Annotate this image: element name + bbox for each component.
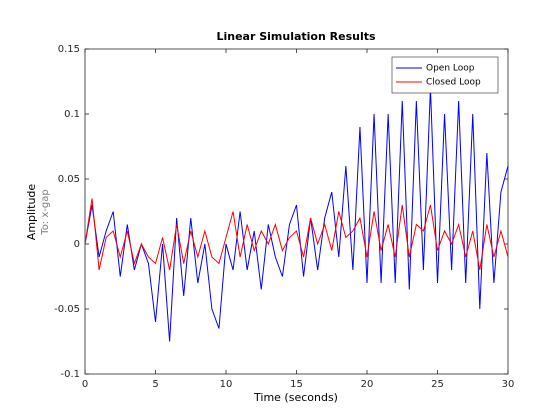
- plot-area: [84, 48, 509, 375]
- series-line: [84, 87, 509, 342]
- series-line: [84, 198, 509, 271]
- x-tick-label: 25: [431, 379, 444, 390]
- y-tick-label: -0.05: [54, 304, 80, 315]
- legend-label: Open Loop: [426, 64, 475, 74]
- y-tick-label: 0.05: [58, 174, 80, 185]
- x-tick-label: 10: [220, 379, 233, 390]
- y-tick-label: 0.1: [64, 109, 80, 120]
- output-label: To: x-gap: [40, 189, 51, 235]
- legend-label: Closed Loop: [426, 78, 481, 88]
- x-tick-label: 5: [152, 379, 158, 390]
- x-tick-label: 0: [82, 379, 88, 390]
- y-tick-label: -0.1: [60, 369, 80, 380]
- y-tick-label: 0.15: [58, 44, 80, 55]
- chart-title: Linear Simulation Results: [216, 30, 376, 43]
- x-axis-label: Time (seconds): [253, 391, 338, 404]
- y-axis-label: Amplitude: [25, 184, 38, 241]
- x-tick-label: 15: [290, 379, 303, 390]
- y-tick-label: 0: [74, 239, 80, 250]
- x-tick-label: 20: [361, 379, 374, 390]
- legend-box: [391, 56, 499, 94]
- x-tick-label: 30: [502, 379, 515, 390]
